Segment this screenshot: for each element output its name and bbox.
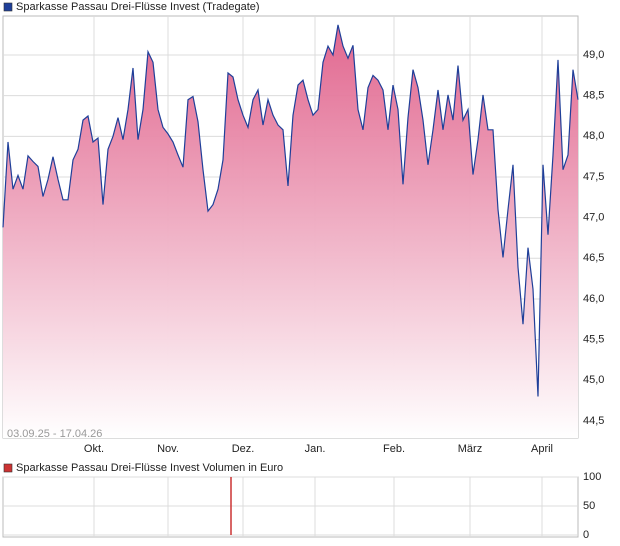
legend-label: Sparkasse Passau Drei-Flüsse Invest (Tra… [16, 1, 260, 13]
y-tick-label: 100 [583, 471, 601, 483]
y-tick-label: 0 [583, 529, 589, 541]
y-tick-label: 50 [583, 500, 595, 512]
y-tick-label: 48,0 [583, 130, 604, 142]
legend-swatch [3, 2, 13, 12]
y-tick-label: 45,5 [583, 334, 604, 346]
y-tick-label: 49,0 [583, 49, 604, 61]
x-tick-label: Dez. [232, 443, 255, 455]
legend-swatch [3, 463, 13, 473]
x-tick-label: Okt. [84, 443, 104, 455]
x-tick-label: Feb. [383, 443, 405, 455]
x-tick-label: Jan. [305, 443, 326, 455]
x-tick-label: März [458, 443, 482, 455]
volume-bar [230, 477, 232, 535]
y-tick-label: 48,5 [583, 90, 604, 102]
y-tick-label: 44,5 [583, 415, 604, 427]
y-tick-label: 46,0 [583, 293, 604, 305]
area [3, 24, 578, 439]
legend-label: Sparkasse Passau Drei-Flüsse Invest Volu… [16, 462, 283, 474]
y-tick-label: 45,0 [583, 374, 604, 386]
x-tick-label: Nov. [157, 443, 179, 455]
plot-frame [2, 476, 579, 538]
date-range: 03.09.25 - 17.04.26 [7, 428, 102, 440]
line [2, 24, 579, 397]
x-tick-label: April [531, 443, 553, 455]
y-tick-label: 47,0 [583, 212, 604, 224]
y-tick-label: 47,5 [583, 171, 604, 183]
y-tick-label: 46,5 [583, 252, 604, 264]
